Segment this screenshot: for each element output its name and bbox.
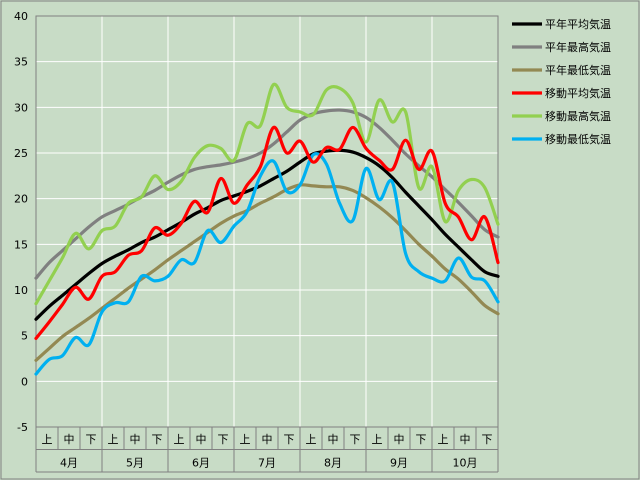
y-tick-label: 30 xyxy=(14,101,28,114)
x-period-label: 下 xyxy=(284,433,295,446)
x-month-label: 6月 xyxy=(192,457,210,470)
x-month-label: 9月 xyxy=(390,457,408,470)
y-axis: -5 0 5 10 15 20 25 30 35 40 xyxy=(14,10,28,434)
x-month-label: 8月 xyxy=(324,457,342,470)
legend-item: 平年最低気温 xyxy=(512,63,611,77)
series-line-6 xyxy=(34,152,500,376)
legend-label: 平年最低気温 xyxy=(545,63,611,77)
series-line-4 xyxy=(34,125,500,341)
legend-item: 移動最高気温 xyxy=(512,109,611,123)
y-tick-label: 0 xyxy=(21,375,28,388)
legend-label: 平年平均気温 xyxy=(545,17,611,31)
x-period-label: 下 xyxy=(218,433,229,446)
y-tick-label: 25 xyxy=(14,147,28,160)
x-month-label: 4月 xyxy=(60,457,78,470)
y-tick-label: -5 xyxy=(17,421,28,434)
x-period-label: 下 xyxy=(152,433,163,446)
x-period-label: 中 xyxy=(262,433,273,446)
x-period-label: 上 xyxy=(42,433,53,446)
x-period-label: 中 xyxy=(460,433,471,446)
x-period-label: 上 xyxy=(306,433,317,446)
legend-label: 移動最低気温 xyxy=(545,132,611,146)
legend-label: 移動最高気温 xyxy=(545,109,611,123)
x-period-label: 上 xyxy=(438,433,449,446)
x-axis: 上中下4月上中下5月上中下6月上中下7月上中下8月上中下9月上中下10月 xyxy=(35,427,499,473)
legend-label: 平年最高気温 xyxy=(545,40,611,54)
series-line-5 xyxy=(34,82,500,306)
x-month-label: 7月 xyxy=(258,457,276,470)
x-period-label: 下 xyxy=(86,433,97,446)
y-tick-label: 5 xyxy=(21,330,28,343)
y-tick-label: 15 xyxy=(14,238,28,251)
x-month-label: 10月 xyxy=(453,457,478,470)
x-period-label: 中 xyxy=(394,433,405,446)
y-tick-label: 10 xyxy=(14,284,28,297)
x-period-label: 中 xyxy=(196,433,207,446)
x-period-label: 中 xyxy=(328,433,339,446)
legend-item: 移動平均気温 xyxy=(512,86,611,100)
x-period-label: 下 xyxy=(482,433,493,446)
series-line-1 xyxy=(34,148,500,321)
x-period-label: 上 xyxy=(372,433,383,446)
legend-item: 移動最低気温 xyxy=(512,132,611,146)
plot-area xyxy=(36,16,498,427)
x-period-label: 下 xyxy=(350,433,361,446)
x-period-label: 上 xyxy=(108,433,119,446)
legend-item: 平年最高気温 xyxy=(512,40,611,54)
x-period-label: 上 xyxy=(240,433,251,446)
x-period-label: 中 xyxy=(64,433,75,446)
x-period-label: 中 xyxy=(130,433,141,446)
x-period-label: 下 xyxy=(416,433,427,446)
x-period-label: 上 xyxy=(174,433,185,446)
series-line-3 xyxy=(34,183,500,362)
series-lines xyxy=(34,82,500,376)
y-tick-label: 40 xyxy=(14,10,28,23)
x-month-label: 5月 xyxy=(126,457,144,470)
y-tick-label: 20 xyxy=(14,193,28,206)
y-tick-label: 35 xyxy=(14,56,28,69)
legend-item: 平年平均気温 xyxy=(512,17,611,31)
legend-label: 移動平均気温 xyxy=(545,86,611,100)
